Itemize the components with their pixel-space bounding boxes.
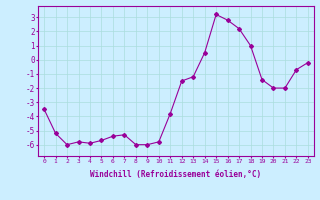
X-axis label: Windchill (Refroidissement éolien,°C): Windchill (Refroidissement éolien,°C) — [91, 170, 261, 179]
